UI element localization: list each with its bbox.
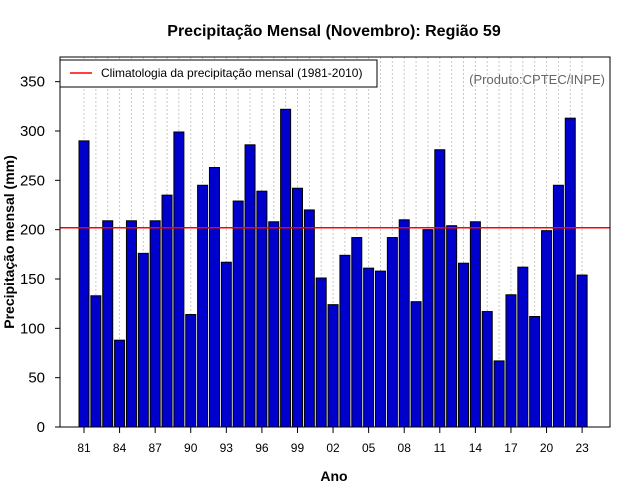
bar-1999 [291,187,303,428]
bar-1982 [90,295,102,428]
x-tick-label: 87 [148,441,162,455]
bar-2002 [327,304,339,428]
bar-1987 [149,220,161,428]
bar-2020 [541,230,553,428]
bar-1998 [280,108,292,428]
bar-2012 [446,225,458,428]
bar-2001 [315,277,327,428]
y-tick-label: 50 [28,370,45,387]
x-tick-label: 23 [575,441,589,455]
y-tick-label: 350 [20,74,45,91]
bar-1984 [114,339,126,428]
bar-2007 [386,237,398,428]
legend-label: Climatologia da precipitação mensal (198… [101,66,362,80]
bar-1991 [197,184,209,428]
y-tick-label: 100 [20,320,45,337]
x-tick-label: 14 [469,441,483,455]
bar-2019 [529,315,541,428]
x-tick-label: 02 [326,441,340,455]
bar-2003 [339,254,351,428]
x-tick-label: 11 [434,441,447,455]
x-tick-label: 84 [113,441,127,455]
y-tick-label: 0 [37,419,45,436]
bar-2018 [517,266,529,428]
bar-1997 [268,221,280,428]
bar-2013 [458,262,470,428]
plot-frame [59,56,611,428]
bar-2021 [552,184,564,428]
bar-1983 [102,220,114,428]
bar-2000 [303,209,315,428]
legend: Climatologia da precipitação mensal (198… [59,59,378,88]
bar-1989 [173,131,185,428]
y-tick-label: 250 [20,172,45,189]
y-tick-label: 200 [20,222,45,239]
x-tick-label: 96 [255,441,269,455]
bar-1988 [161,194,173,428]
x-axis-title: Ano [320,468,347,484]
y-tick-label: 150 [20,271,45,288]
x-tick-label: 99 [291,441,305,455]
bar-2006 [375,270,386,428]
x-tick-label: 08 [398,441,412,455]
bar-2008 [398,219,410,428]
bar-1993 [220,261,232,428]
credit-text: (Produto:CPTEC/INPE) [469,72,605,87]
bar-2011 [434,149,446,428]
x-tick-label: 20 [540,441,554,455]
bar-1990 [185,314,197,428]
chart-title: Precipitação Mensal (Novembro): Região 5… [167,23,501,40]
x-tick-label: 90 [184,441,198,455]
bar-2004 [351,237,363,428]
bar-1992 [208,167,220,428]
x-tick-label: 17 [504,441,518,455]
y-tick-label: 300 [20,123,45,140]
bar-2022 [564,117,576,428]
bar-2023 [576,274,588,428]
bar-2010 [422,229,434,428]
y-axis-title: Precipitação mensal (mm) [1,155,17,329]
x-tick-label: 81 [77,441,91,455]
bar-1985 [125,220,137,428]
legend-box [59,59,378,88]
bar-1994 [232,200,244,428]
x-tick-label: 05 [362,441,376,455]
bar-1981 [78,140,90,428]
x-axis: 81 84 87 90 93 96 99 02 05 08 11 14 17 20 23 [77,427,589,455]
bar-2005 [363,267,375,428]
bars [78,108,588,428]
bar-1996 [256,190,268,428]
bar-2015 [481,311,493,428]
bar-2014 [469,221,481,428]
bar-1995 [244,144,256,428]
x-tick-label: 93 [220,441,234,455]
bar-2017 [505,294,517,428]
bar-2009 [410,301,422,428]
bar-1986 [137,252,149,428]
y-axis: 0 50 100 150 200 250 300 350 [20,74,60,436]
bar-2016 [493,360,505,428]
